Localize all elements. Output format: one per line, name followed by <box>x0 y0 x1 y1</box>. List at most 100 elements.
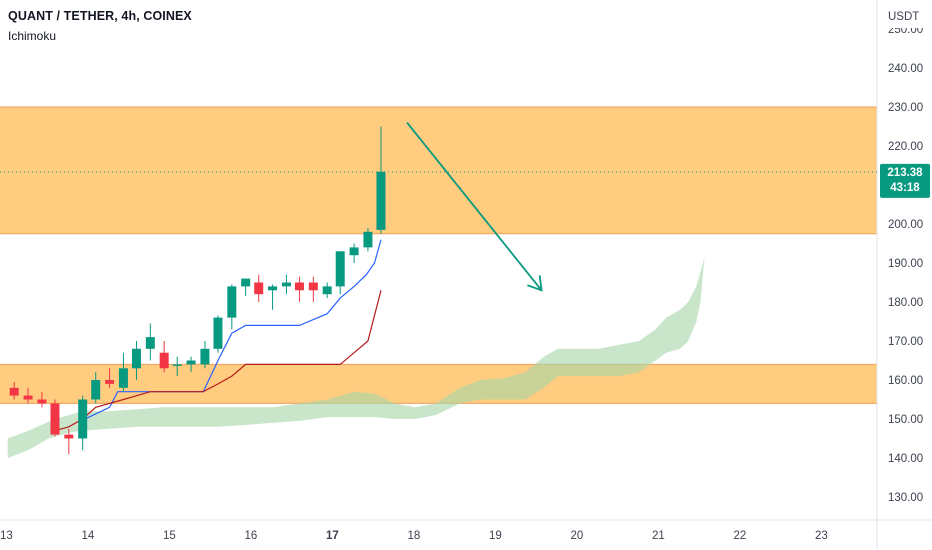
resistance-zone[interactable] <box>0 107 877 234</box>
candle[interactable] <box>376 126 386 234</box>
candle-body <box>349 247 359 256</box>
candle-body <box>213 317 223 349</box>
x-tick-label: 14 <box>82 530 95 542</box>
x-tick-label: 19 <box>489 530 502 542</box>
candle-body <box>308 282 318 291</box>
time-axis[interactable]: 13 14 15 16 17 18 19 20 21 22 23 <box>0 530 828 542</box>
y-tick-label: 190.00 <box>888 258 923 270</box>
x-tick-label: 21 <box>652 530 665 542</box>
candle-body <box>37 399 47 404</box>
candles-layer <box>9 126 386 455</box>
last-price-tag: 213.38 43:18 <box>880 163 930 198</box>
conversion-line <box>80 239 382 422</box>
x-tick-label: 18 <box>408 530 421 542</box>
y-tick-label: 130.00 <box>888 492 923 504</box>
ichimoku-cloud <box>7 257 705 458</box>
candle-body <box>9 387 19 396</box>
candle-body <box>118 368 128 388</box>
candle-body <box>281 282 291 287</box>
ichimoku-cloud-layer <box>7 257 705 458</box>
symbol-title[interactable]: QUANT / TETHER, 4h, COINEX <box>8 9 192 23</box>
currency-label: USDT <box>888 11 919 23</box>
candle-body <box>200 348 210 365</box>
y-tick-label: 170.00 <box>888 336 923 348</box>
candle[interactable] <box>335 251 345 295</box>
price-tag-value: 213.38 <box>887 167 923 179</box>
x-tick-label: 15 <box>163 530 176 542</box>
x-tick-label: 22 <box>734 530 747 542</box>
candle-body <box>335 251 345 287</box>
candle-body <box>376 171 386 230</box>
y-tick-label: 150.00 <box>888 414 923 426</box>
x-tick-label: 23 <box>815 530 828 542</box>
candle[interactable] <box>23 387 33 404</box>
candle[interactable] <box>64 428 74 455</box>
x-tick-label: 17 <box>326 530 339 542</box>
candle-body <box>23 395 33 400</box>
candle-body <box>363 231 373 248</box>
y-tick-label: 160.00 <box>888 375 923 387</box>
candle-body <box>159 352 169 369</box>
candle-body <box>131 348 141 369</box>
candle-body <box>91 380 101 400</box>
candle[interactable] <box>159 341 169 373</box>
price-tag-countdown: 43:18 <box>890 182 920 194</box>
candle-body <box>186 360 196 365</box>
candle[interactable] <box>105 368 115 388</box>
candle-body <box>145 337 155 349</box>
candle[interactable] <box>254 274 264 302</box>
candle-body <box>78 399 88 439</box>
candle[interactable] <box>349 243 359 264</box>
x-tick-label: 13 <box>0 530 13 542</box>
candle[interactable] <box>268 284 278 310</box>
candle-body <box>227 286 237 318</box>
y-tick-label: 200.00 <box>888 219 923 231</box>
candle[interactable] <box>200 341 210 369</box>
candle[interactable] <box>322 282 332 299</box>
candle[interactable] <box>308 276 318 302</box>
candle[interactable] <box>9 381 19 400</box>
candle[interactable] <box>118 352 128 392</box>
support-zone[interactable] <box>0 364 877 404</box>
price-tag-bg <box>880 163 930 198</box>
y-tick-label: 220.00 <box>888 141 923 153</box>
candle-body <box>172 364 182 366</box>
candle[interactable] <box>172 356 182 377</box>
trend-arrow-head <box>527 275 543 292</box>
candle[interactable] <box>131 341 141 380</box>
candle-body <box>322 286 332 295</box>
candle[interactable] <box>363 227 373 252</box>
candle-body <box>64 434 74 439</box>
candle[interactable] <box>241 278 251 297</box>
y-tick-label: 250.00 <box>888 24 923 36</box>
price-axis[interactable]: 130.00 140.00 150.00 160.00 170.00 180.00 190.… <box>888 24 923 504</box>
candle-body <box>241 278 251 287</box>
candle[interactable] <box>186 356 196 373</box>
candle[interactable] <box>78 395 88 451</box>
chart-legend: QUANT / TETHER, 4h, COINEX Ichimoku <box>8 9 192 43</box>
x-tick-label: 20 <box>571 530 584 542</box>
candle[interactable] <box>281 274 291 295</box>
candle[interactable] <box>145 323 155 361</box>
indicator-label[interactable]: Ichimoku <box>8 29 57 43</box>
candle[interactable] <box>294 276 304 302</box>
y-tick-label: 230.00 <box>888 102 923 114</box>
x-tick-label: 16 <box>245 530 258 542</box>
trend-arrow[interactable] <box>406 122 543 291</box>
candle-body <box>294 282 304 291</box>
candle-body <box>105 380 115 384</box>
candle-body <box>50 403 60 435</box>
candle[interactable] <box>227 284 237 330</box>
zone-layer <box>0 106 877 404</box>
candle[interactable] <box>37 391 47 408</box>
y-tick-label: 140.00 <box>888 453 923 465</box>
y-tick-label: 180.00 <box>888 297 923 309</box>
candle-body <box>268 286 278 291</box>
candle-body <box>254 282 264 295</box>
candle[interactable] <box>213 315 223 353</box>
candle[interactable] <box>50 399 60 437</box>
candle[interactable] <box>91 372 101 404</box>
y-tick-label: 240.00 <box>888 63 923 75</box>
